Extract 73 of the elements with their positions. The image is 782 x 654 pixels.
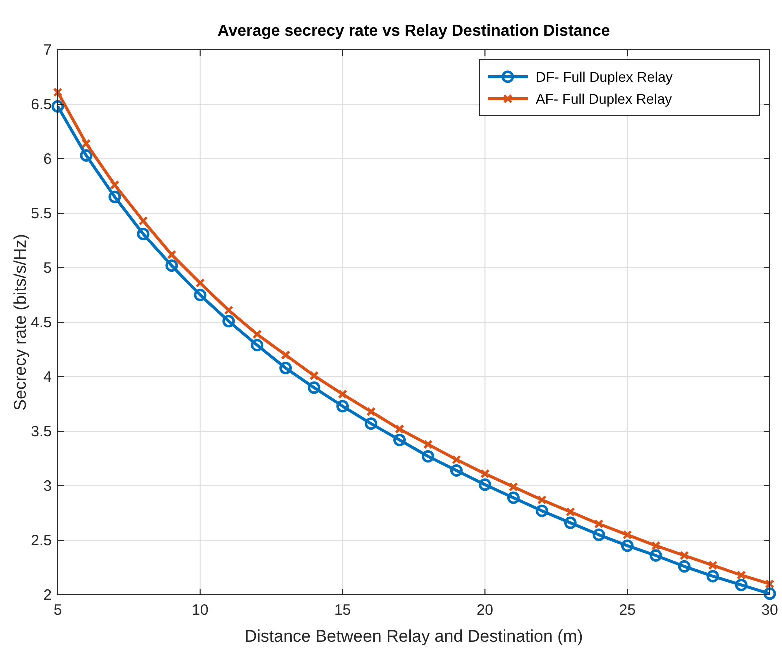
point xyxy=(224,306,234,316)
point xyxy=(680,551,690,561)
point xyxy=(765,579,775,589)
point xyxy=(564,516,577,530)
x-tick-label: 20 xyxy=(476,602,494,619)
point xyxy=(621,540,634,552)
point xyxy=(53,88,63,98)
point xyxy=(706,570,720,583)
point xyxy=(196,278,206,288)
y-tick-label: 4.5 xyxy=(31,314,52,332)
point xyxy=(308,382,321,394)
y-tick-label: 3 xyxy=(44,478,52,495)
y-tick-label: 3.5 xyxy=(31,424,52,440)
point xyxy=(167,250,177,260)
point xyxy=(252,330,262,340)
point xyxy=(394,434,406,446)
point xyxy=(478,478,492,492)
point xyxy=(110,180,120,190)
point xyxy=(651,541,661,551)
y-tick-label: 4 xyxy=(44,369,52,386)
y-tick-label: 5 xyxy=(44,260,52,277)
point xyxy=(566,507,576,517)
point xyxy=(452,455,462,465)
point xyxy=(336,400,350,413)
point xyxy=(736,570,746,580)
legend-label: DF- Full Duplex Relay xyxy=(536,69,673,85)
point xyxy=(650,550,662,562)
point xyxy=(622,530,632,540)
point xyxy=(80,149,93,162)
y-tick-label: 6 xyxy=(44,151,52,168)
point xyxy=(108,190,122,204)
x-tick-label: 10 xyxy=(192,602,209,619)
legend-label: AF- Full Duplex Relay xyxy=(536,91,672,107)
point xyxy=(310,371,320,381)
point xyxy=(735,578,748,592)
point xyxy=(537,495,547,505)
y-tick-label: 7 xyxy=(44,42,52,59)
y-tick-label: 5.5 xyxy=(31,206,52,222)
point xyxy=(251,339,264,352)
point xyxy=(480,469,490,479)
point xyxy=(678,560,691,573)
point xyxy=(138,216,148,226)
point xyxy=(281,350,291,360)
point xyxy=(137,228,150,240)
point xyxy=(450,464,463,477)
point xyxy=(82,138,92,148)
point xyxy=(338,390,348,400)
point xyxy=(422,450,434,463)
chart-title: Average secrecy rate vs Relay Destination Distance xyxy=(218,23,610,40)
point xyxy=(194,289,207,302)
point xyxy=(366,407,376,417)
point xyxy=(708,560,718,570)
point xyxy=(280,362,292,375)
y-tick-label: 6.5 xyxy=(31,96,52,114)
point xyxy=(395,424,405,434)
y-axis-title: Secrecy rate (bits/s/Hz) xyxy=(11,234,30,411)
y-tick-label: 2.5 xyxy=(31,532,52,550)
point xyxy=(222,315,236,328)
point xyxy=(592,528,606,542)
y-tick-label: 2 xyxy=(44,587,52,604)
point xyxy=(594,519,604,529)
point xyxy=(365,418,378,430)
point xyxy=(508,482,518,492)
point xyxy=(764,588,776,600)
point xyxy=(423,440,433,450)
point xyxy=(52,100,64,113)
point xyxy=(536,504,548,518)
point xyxy=(166,260,178,272)
x-tick-label: 15 xyxy=(334,602,352,619)
point xyxy=(507,492,520,504)
x-tick-label: 25 xyxy=(619,602,636,619)
x-axis-title: Distance Between Relay and Destination (m) xyxy=(244,627,584,646)
x-tick-label: 30 xyxy=(762,602,778,619)
